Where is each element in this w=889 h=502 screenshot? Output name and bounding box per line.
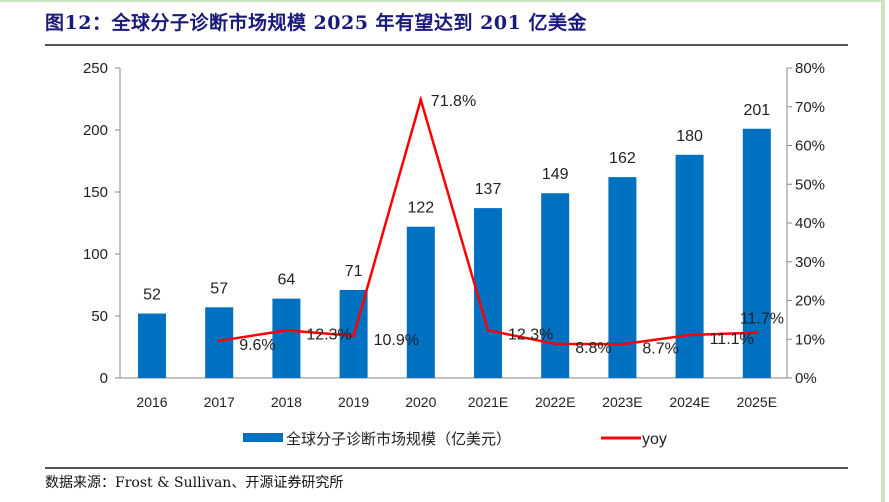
legend-bar-label: 全球分子诊断市场规模（亿美元）: [286, 430, 511, 448]
bar-value-label: 71: [345, 263, 363, 280]
source-note: 数据来源：Frost & Sullivan、开源证券研究所: [45, 475, 344, 491]
right-tick-label: 70%: [795, 99, 825, 116]
right-tick-label: 60%: [795, 138, 825, 155]
bar-value-label: 57: [210, 280, 228, 297]
yoy-value-label: 9.6%: [239, 337, 275, 354]
bar-value-label: 137: [475, 181, 502, 198]
yoy-point: [688, 333, 692, 337]
figure-title: 图12：全球分子诊断市场规模 2025 年有望达到 201 亿美金: [45, 12, 587, 34]
legend-bar-swatch: [243, 433, 283, 442]
yoy-value-label: 12.3%: [508, 326, 553, 343]
yoy-point: [284, 328, 288, 332]
yoy-point: [755, 331, 759, 335]
left-tick-label: 0: [100, 370, 108, 387]
left-tick-label: 50: [91, 308, 108, 325]
bar-value-label: 122: [407, 200, 434, 217]
x-tick-label: 2020: [405, 394, 436, 410]
x-tick-label: 2025E: [737, 394, 777, 410]
x-tick-label: 2019: [338, 394, 369, 410]
yoy-value-label: 10.9%: [374, 332, 419, 349]
right-tick-label: 0%: [795, 370, 817, 387]
yoy-point: [486, 328, 490, 332]
left-tick-label: 100: [83, 246, 108, 263]
x-tick-label: 2022E: [535, 394, 575, 410]
right-tick-label: 80%: [795, 60, 825, 77]
legend-line-label: yoy: [642, 431, 667, 448]
yoy-value-label: 8.8%: [575, 340, 611, 357]
bar: [272, 298, 301, 378]
left-tick-label: 250: [83, 60, 108, 77]
right-tick-label: 10%: [795, 331, 825, 348]
footer-divider: [45, 467, 848, 469]
right-tick-label: 30%: [795, 254, 825, 271]
bar-value-label: 162: [609, 150, 636, 167]
x-tick-label: 2017: [204, 394, 235, 410]
title-divider: [45, 44, 848, 46]
bar: [541, 193, 570, 378]
yoy-point: [352, 334, 356, 338]
right-tick-label: 50%: [795, 176, 825, 193]
bar: [138, 313, 166, 378]
bar: [474, 208, 502, 378]
x-tick-label: 2016: [136, 394, 167, 410]
bar: [406, 226, 435, 378]
x-tick-label: 2021E: [468, 394, 508, 410]
bar: [742, 128, 771, 378]
bar: [608, 177, 637, 378]
bar: [205, 307, 234, 378]
right-tick-label: 20%: [795, 293, 825, 310]
bar-value-label: 180: [676, 128, 703, 145]
bar-value-label: 64: [278, 272, 296, 289]
x-tick-label: 2024E: [669, 394, 709, 410]
bar-value-label: 149: [542, 166, 569, 183]
yoy-point: [419, 98, 423, 102]
left-tick-label: 150: [83, 184, 108, 201]
yoy-value-label: 8.7%: [642, 340, 678, 357]
bar-value-label: 52: [143, 287, 161, 304]
yoy-value-label: 11.7%: [740, 311, 784, 328]
yoy-value-label: 11.1%: [710, 331, 754, 348]
bar: [675, 154, 704, 378]
left-tick-label: 200: [83, 122, 108, 139]
yoy-point: [553, 342, 557, 346]
right-tick-label: 40%: [795, 215, 825, 232]
yoy-point: [217, 339, 221, 343]
yoy-value-label: 12.3%: [306, 326, 351, 343]
x-tick-label: 2018: [271, 394, 302, 410]
yoy-value-label: 71.8%: [431, 93, 476, 110]
x-tick-label: 2023E: [602, 394, 642, 410]
yoy-point: [620, 342, 624, 346]
bar-value-label: 201: [743, 102, 770, 119]
